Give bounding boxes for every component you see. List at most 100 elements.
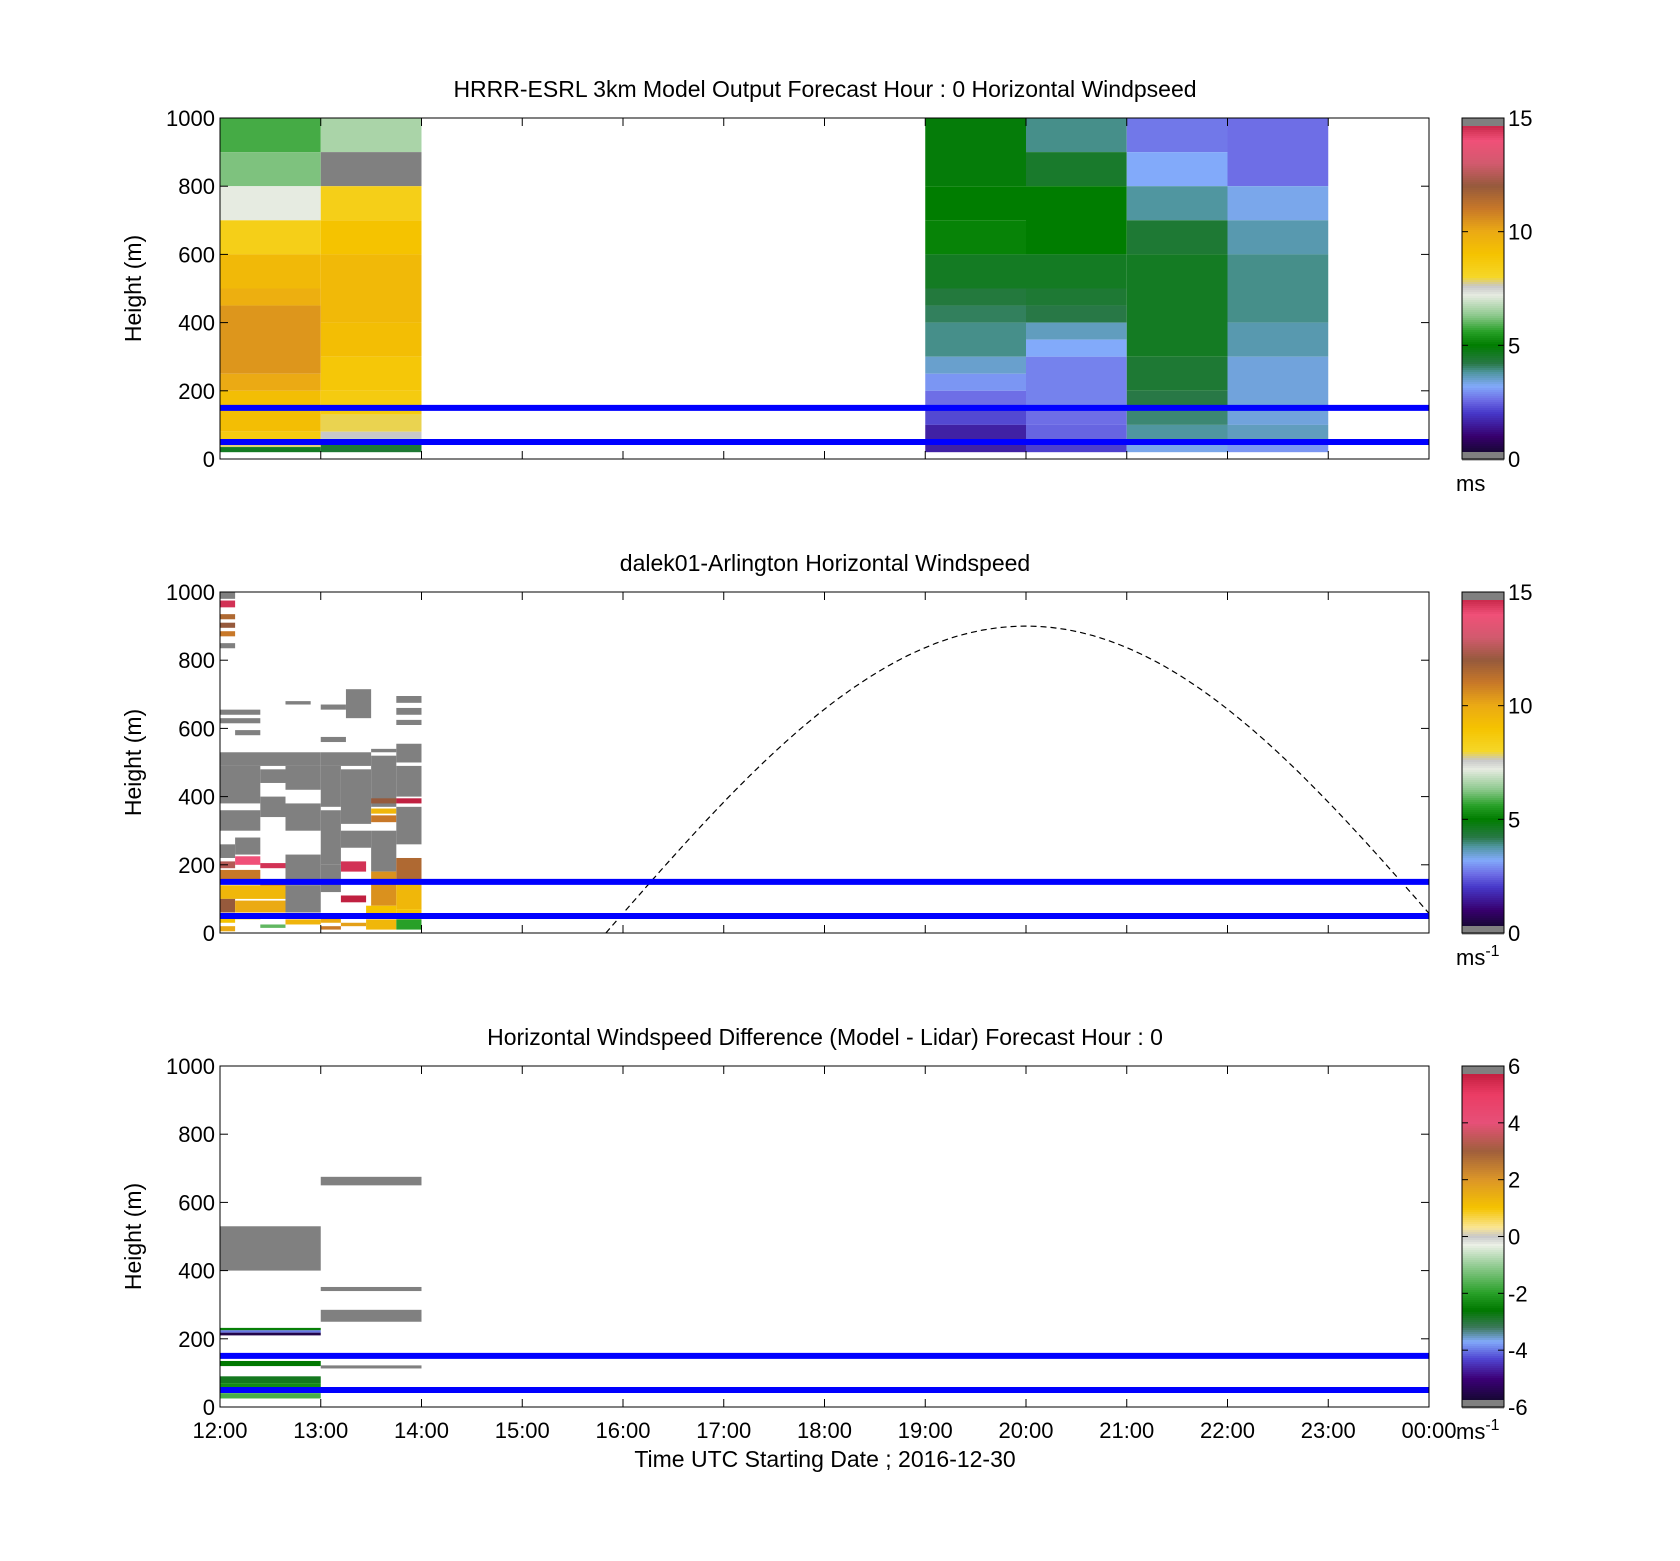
colorbar-swatch [1462,1400,1504,1403]
colorbar-swatch [1462,1214,1504,1217]
heatmap-cell [220,1383,321,1389]
colorbar-swatch [1462,164,1504,167]
colorbar-swatch [1462,1380,1504,1383]
colorbar-swatch [1462,918,1504,921]
heatmap-cell [1126,424,1228,442]
heatmap-cell [220,1376,321,1384]
colorbar-swatch [1462,396,1504,399]
colorbar-swatch [1462,688,1504,691]
colorbar-swatch [1462,704,1504,707]
colorbar-swatch [1462,650,1504,653]
colorbar-swatch [1462,406,1504,409]
colorbar-swatch [1462,122,1504,125]
panel-title: dalek01-Arlington Horizontal Windspeed [620,550,1030,576]
heatmap-cell [371,808,397,814]
colorbar-swatch [1462,152,1504,155]
heatmap-cell [340,769,372,824]
colorbar-swatch [1462,118,1504,121]
colorbar-swatch [1462,416,1504,419]
x-tick-label: 22:00 [1200,1418,1255,1443]
heatmap-cell [220,631,236,637]
colorbar-swatch [1462,1204,1504,1207]
colorbar-swatch [1462,854,1504,857]
colorbar-swatch [1462,868,1504,871]
heatmap-cell [1227,424,1329,442]
colorbar-swatch [1462,796,1504,799]
colorbar-swatch [1462,234,1504,237]
colorbar-swatch [1462,1274,1504,1277]
colorbar-swatch [1462,816,1504,819]
colorbar-swatch [1462,908,1504,911]
colorbar-swatch [1462,642,1504,645]
colorbar-swatch [1462,1338,1504,1341]
colorbar-swatch [1462,248,1504,251]
y-tick-label: 600 [178,1190,215,1215]
heatmap-cell [320,1365,422,1369]
colorbar-swatch [1462,666,1504,669]
colorbar-swatch [1462,1320,1504,1323]
colorbar-tick-label: -2 [1508,1281,1528,1306]
colorbar-swatch [1462,664,1504,667]
colorbar-swatch [1462,312,1504,315]
heatmap-cell [925,220,1026,255]
colorbar-swatch [1462,1098,1504,1101]
colorbar-swatch [1462,1340,1504,1343]
colorbar-swatch [1462,144,1504,147]
colorbar-swatch [1462,272,1504,275]
colorbar-swatch [1462,598,1504,601]
colorbar-swatch [1462,132,1504,135]
y-tick-label: 400 [178,311,215,336]
colorbar-swatch [1462,904,1504,907]
heatmap-cell [320,254,422,323]
colorbar-swatch [1462,284,1504,287]
colorbar-swatch [1462,160,1504,163]
heatmap-cell [371,798,397,804]
colorbar-swatch [1462,1128,1504,1131]
colorbar-swatch [1462,1066,1504,1069]
colorbar-swatch [1462,1360,1504,1363]
colorbar-swatch [1462,1298,1504,1301]
colorbar-swatch [1462,334,1504,337]
heatmap-cell [1026,356,1127,408]
colorbar-swatch [1462,278,1504,281]
colorbar-swatch [1462,624,1504,627]
colorbar-swatch [1462,1376,1504,1379]
heatmap-cell [320,1286,422,1292]
heatmap-cell [285,885,321,913]
heatmap-cell [396,765,422,797]
colorbar-swatch [1462,258,1504,261]
colorbar-swatch [1462,856,1504,859]
colorbar-swatch [1462,256,1504,259]
heatmap-cell [925,407,1026,425]
colorbar-swatch [1462,632,1504,635]
colorbar-swatch [1462,188,1504,191]
colorbar-swatch [1462,180,1504,183]
heatmap-cell [220,926,236,932]
colorbar-swatch [1462,670,1504,673]
colorbar-swatch [1462,626,1504,629]
colorbar-swatch [1462,240,1504,243]
colorbar-swatch [1462,280,1504,283]
colorbar-swatch [1462,616,1504,619]
colorbar-unit: ms [1456,471,1485,496]
colorbar-swatch [1462,1384,1504,1387]
colorbar-swatch [1462,150,1504,153]
y-tick-label: 400 [178,1259,215,1284]
heatmap-cell [220,718,261,724]
heatmap-cell [320,443,422,453]
colorbar-swatch [1462,148,1504,151]
y-axis-label: Height (m) [120,235,146,342]
colorbar-swatch [1462,288,1504,291]
colorbar-swatch [1462,302,1504,305]
heatmap-cell [1026,288,1127,306]
colorbar-swatch [1462,1346,1504,1349]
colorbar-swatch [1462,752,1504,755]
colorbar-swatch [1462,1306,1504,1309]
colorbar-swatch [1462,848,1504,851]
heatmap-cell [371,748,397,753]
colorbar-swatch [1462,1156,1504,1159]
colorbar-swatch [1462,594,1504,597]
heatmap-cell [1126,356,1228,391]
colorbar-swatch [1462,1390,1504,1393]
colorbar: -6 -4 -2 0 2 4 6 ms-1 [1456,1054,1528,1444]
